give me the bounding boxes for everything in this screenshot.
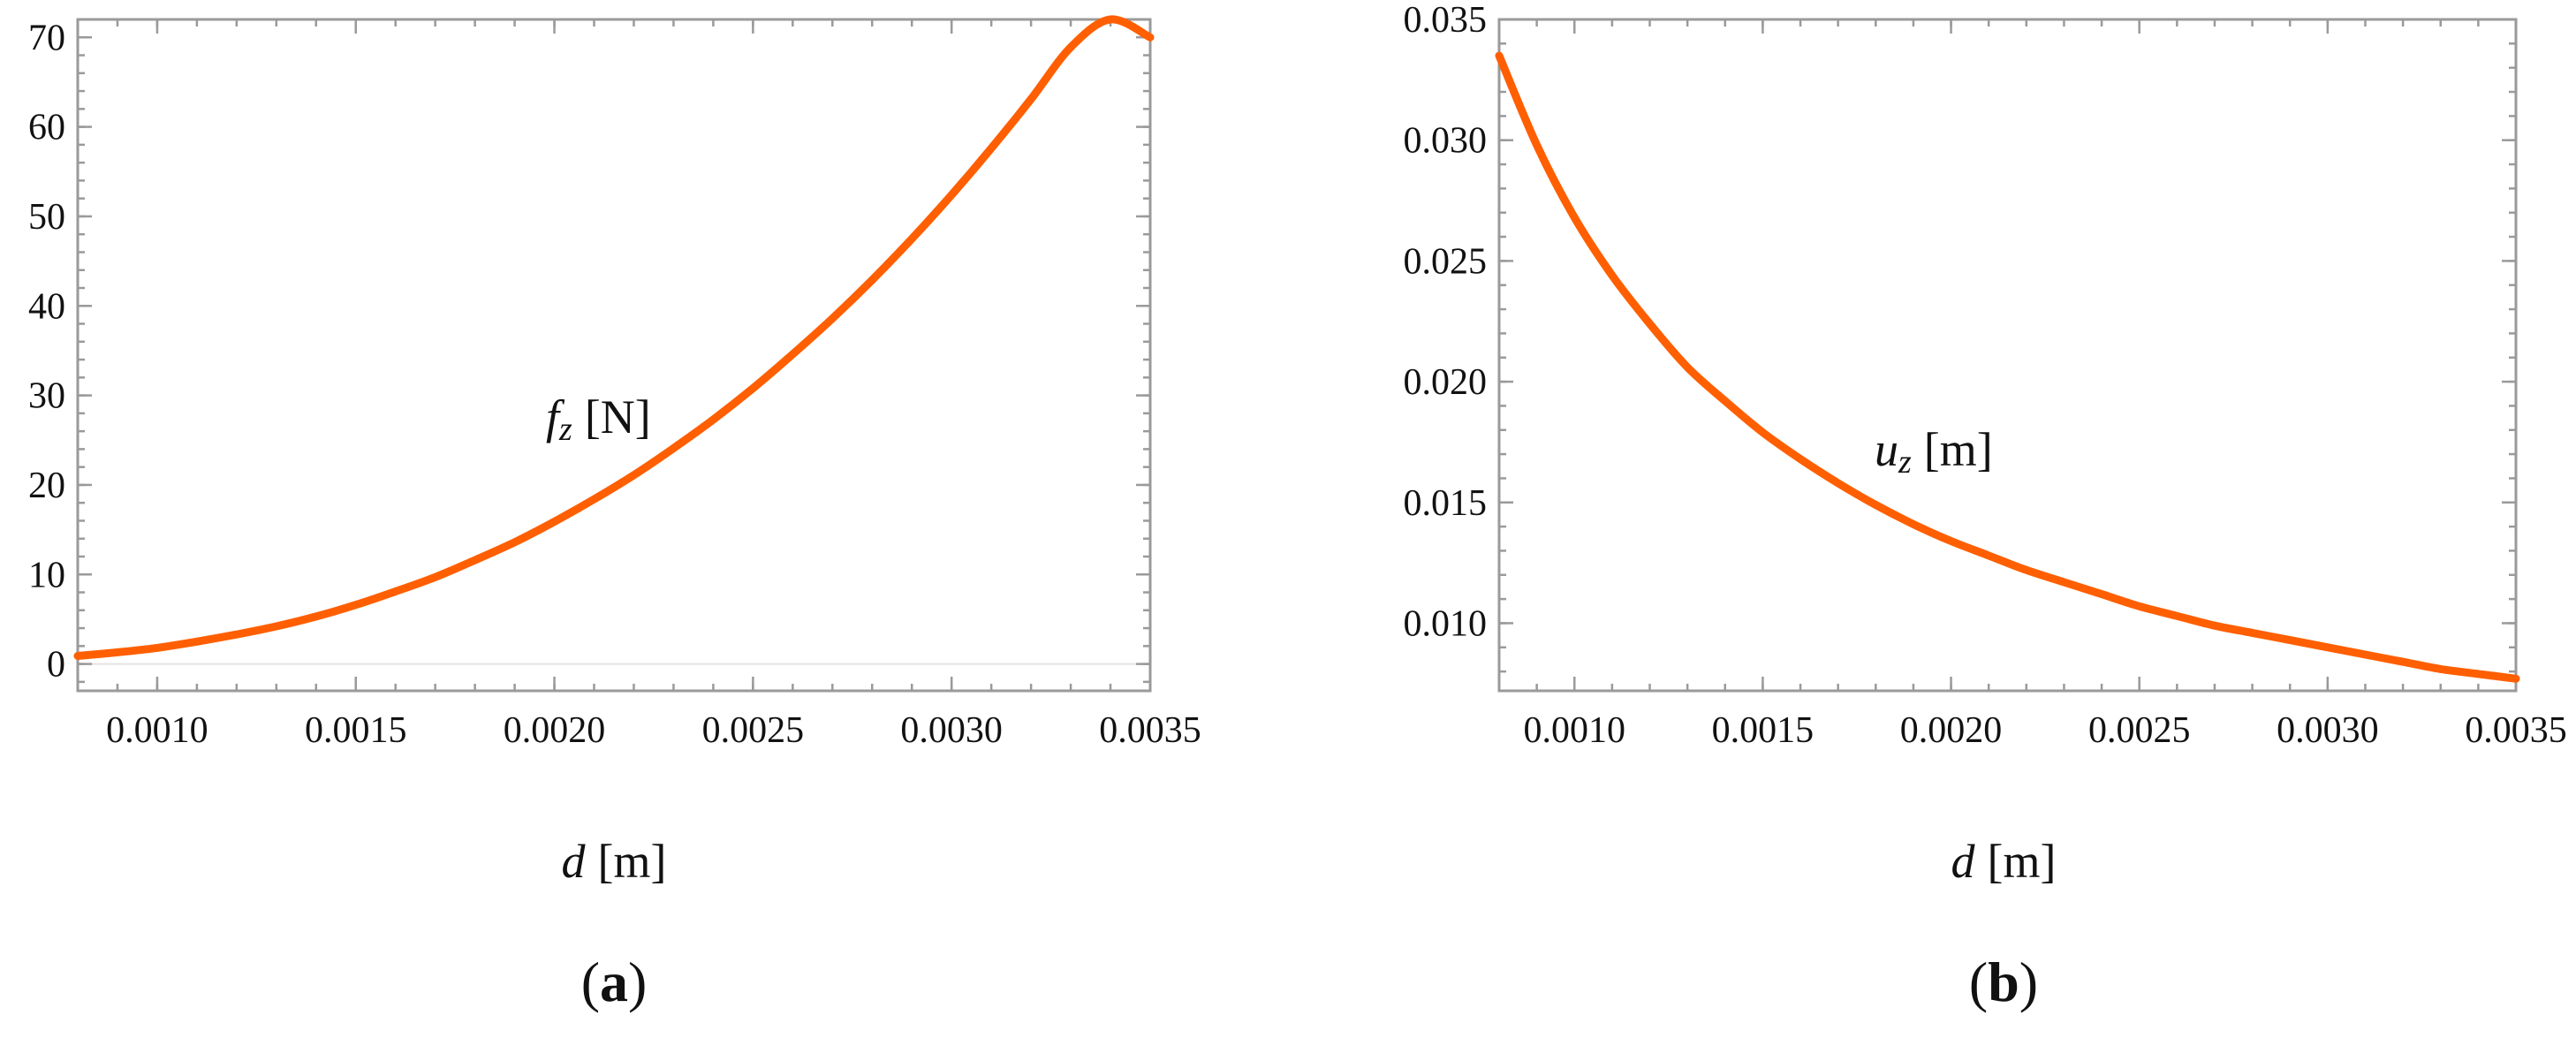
annotation-unit: [N] bbox=[585, 390, 651, 443]
x-tick-label: 0.0010 bbox=[1524, 710, 1626, 751]
annotation-unit: [m] bbox=[1924, 423, 1993, 476]
x-tick-label: 0.0035 bbox=[1099, 710, 1201, 751]
y-tick-label: 70 bbox=[28, 18, 65, 58]
y-tick-label: 30 bbox=[28, 376, 65, 417]
y-tick-label: 0.010 bbox=[1404, 603, 1488, 644]
x-tick-label: 0.0030 bbox=[2277, 710, 2379, 751]
panel-label-close: ) bbox=[2019, 951, 2038, 1013]
y-tick-label: 0.035 bbox=[1404, 0, 1488, 41]
y-tick-label: 20 bbox=[28, 466, 65, 506]
plot-frame bbox=[1497, 18, 2518, 693]
panel-label-close: ) bbox=[628, 951, 647, 1013]
y-tick-label: 0 bbox=[47, 645, 65, 686]
chart-panel-b: 0.0010 0.0015 0.0020 0.0025 0.0030 0.0035 0.01… bbox=[1404, 0, 2567, 1013]
x-axis-label: d [m] bbox=[1951, 835, 2057, 888]
x-tick-label: 0.0010 bbox=[106, 710, 208, 751]
panel-label-letter: b bbox=[1988, 951, 2019, 1013]
panel-label: (b) bbox=[1969, 951, 2038, 1013]
x-axis-variable: d bbox=[1951, 835, 1976, 888]
annotation-symbol: u bbox=[1875, 423, 1898, 476]
x-tick-label: 0.0025 bbox=[2088, 710, 2191, 751]
panel-label: (a) bbox=[581, 951, 648, 1013]
curve-annotation: uz [m] bbox=[1875, 423, 1993, 481]
y-tick-label: 10 bbox=[28, 555, 65, 595]
panel-label-open: ( bbox=[581, 951, 600, 1013]
annotation-subscript: z bbox=[558, 411, 572, 448]
x-tick-label: 0.0020 bbox=[1900, 710, 2003, 751]
x-tick-label: 0.0035 bbox=[2465, 710, 2567, 751]
x-tick-label: 0.0025 bbox=[702, 710, 805, 751]
x-tick-label: 0.0015 bbox=[1712, 710, 1815, 751]
series-line bbox=[73, 15, 1155, 660]
y-tick-label: 50 bbox=[28, 197, 65, 238]
x-tick-label: 0.0020 bbox=[504, 710, 606, 751]
series-line bbox=[1495, 51, 2520, 683]
x-tick-label: 0.0030 bbox=[900, 710, 1003, 751]
x-axis-label: d [m] bbox=[562, 835, 667, 888]
panel-label-letter: a bbox=[600, 951, 628, 1013]
x-axis-variable: d bbox=[562, 835, 587, 888]
y-tick-label: 0.025 bbox=[1404, 241, 1488, 282]
x-tick-label: 0.0015 bbox=[305, 710, 407, 751]
chart-panel-a: 0.0010 0.0015 0.0020 0.0025 0.0030 0.0035 0 10 2… bbox=[28, 15, 1201, 1013]
curve-annotation: fz [N] bbox=[546, 390, 651, 448]
y-tick-label: 40 bbox=[28, 286, 65, 327]
y-tick-label: 0.020 bbox=[1404, 362, 1488, 403]
y-tick-label: 60 bbox=[28, 108, 65, 148]
y-tick-label: 0.015 bbox=[1404, 483, 1488, 524]
annotation-subscript: z bbox=[1898, 443, 1912, 481]
y-tick-label: 0.030 bbox=[1404, 121, 1488, 162]
x-axis-unit: [m] bbox=[1988, 835, 2057, 888]
plot-frame bbox=[76, 18, 1152, 693]
x-axis-unit: [m] bbox=[598, 835, 667, 888]
panel-label-open: ( bbox=[1969, 951, 1988, 1013]
